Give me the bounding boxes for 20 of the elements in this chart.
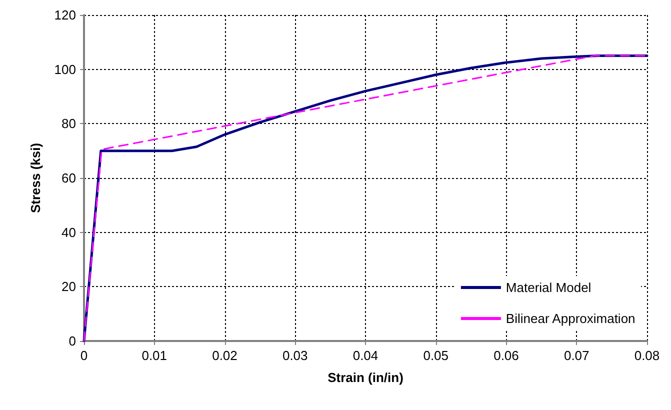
x-tick-label: 0.04 <box>352 348 378 363</box>
x-tick-label: 0.08 <box>634 348 660 363</box>
y-tick-label: 20 <box>62 279 76 294</box>
x-tick-label: 0.01 <box>142 348 168 363</box>
x-tick-label: 0 <box>80 348 88 363</box>
x-tick-label: 0.06 <box>494 348 519 363</box>
legend-label: Material Model <box>506 280 592 295</box>
x-tick-label: 0.05 <box>423 348 449 363</box>
y-tick-label: 120 <box>54 8 76 22</box>
y-tick-label: 60 <box>62 170 76 186</box>
y-tick-label: 40 <box>62 224 76 240</box>
x-tick-label: 0.07 <box>564 348 590 363</box>
x-tick-label: 0.02 <box>212 348 238 363</box>
y-tick-label: 80 <box>62 116 76 132</box>
y-axis-title: Stress (ksi) <box>28 142 43 214</box>
x-tick-label: 0.03 <box>282 348 308 363</box>
y-tick-label: 0 <box>68 334 76 348</box>
x-axis-title: Strain (in/in) <box>328 370 404 385</box>
y-tick-label: 100 <box>54 62 76 77</box>
legend-label: Bilinear Approximation <box>506 311 636 326</box>
